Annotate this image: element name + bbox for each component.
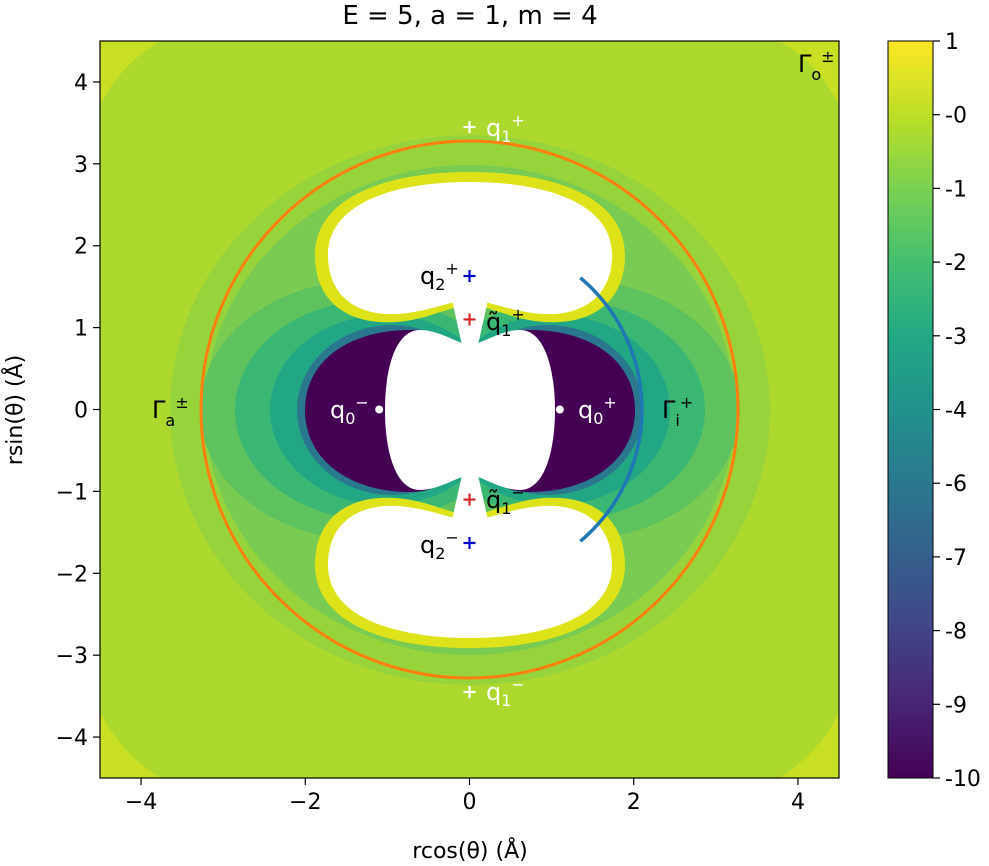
white-region-top: [328, 182, 612, 315]
colorbar-tick-label: -1: [945, 177, 967, 202]
x-tick-label: −2: [289, 790, 321, 815]
marker-q2: [463, 270, 476, 283]
colorbar-tick-label: -2: [945, 251, 967, 276]
colorbar-ticks: 1 -0 -1 -2 -3 -4 -6 -7 -8 -9 -10: [933, 30, 981, 792]
white-region-bottom: [328, 505, 612, 638]
marker-q1: [463, 120, 476, 133]
colorbar-tick-label: -6: [945, 472, 967, 497]
point-markers: [375, 120, 564, 699]
chart-title: E = 5, a = 1, m = 4: [342, 1, 597, 31]
colorbar-tick-label: -0: [945, 104, 967, 129]
marker-q1: [463, 686, 476, 699]
y-axis-label: rsin(θ) (Å): [1, 355, 28, 465]
marker-q1: [463, 313, 476, 326]
curve-gamma-a: [199, 139, 740, 680]
x-axis-label: rcos(θ) (Å): [412, 837, 527, 864]
corner-band-tl: [100, 41, 160, 105]
corner-band-tr: [779, 41, 839, 105]
y-tick-label: −4: [56, 726, 88, 751]
y-tick-label: −1: [56, 480, 88, 505]
colorbar-tick-label: -10: [945, 767, 981, 792]
y-tick-label: 0: [74, 399, 88, 424]
colorbar-tick-label: -9: [945, 693, 967, 718]
colorbar-tick-label: -8: [945, 620, 967, 645]
marker-q0: [375, 405, 384, 414]
y-tick-label: −3: [56, 644, 88, 669]
x-tick-label: 4: [791, 790, 805, 815]
label-q1tilde-minus: q̃1−: [486, 483, 525, 518]
corner-band-br: [779, 712, 839, 778]
corner-band-bl: [100, 712, 160, 778]
colorbar-gradient: [887, 40, 934, 779]
colorbar-tick-label: -7: [945, 546, 967, 571]
x-tick-label: −4: [125, 790, 157, 815]
y-tick-label: 4: [74, 71, 88, 96]
curve-gamma-i: [579, 276, 644, 543]
colorbar-tick-label: -3: [945, 325, 967, 350]
y-tick-label: 2: [74, 235, 88, 260]
y-axis: −4 −3 −2 −1 0 1 2 3 4: [56, 71, 100, 751]
colorbar-tick-label: -4: [945, 399, 967, 424]
y-tick-label: −2: [56, 562, 88, 587]
x-tick-label: 2: [627, 790, 641, 815]
plot-area: [100, 41, 839, 778]
y-tick-label: 3: [74, 153, 88, 178]
x-tick-label: 0: [463, 790, 477, 815]
colorbar: 1 -0 -1 -2 -3 -4 -6 -7 -8 -9 -10: [887, 30, 981, 792]
colorbar-tick-label: 1: [945, 30, 959, 55]
y-tick-label: 1: [74, 317, 88, 342]
marker-q1: [463, 493, 476, 506]
marker-q2: [463, 536, 476, 549]
marker-q0: [555, 405, 564, 414]
x-axis: −4 −2 0 2 4: [125, 778, 805, 815]
white-region-center: [385, 330, 555, 490]
